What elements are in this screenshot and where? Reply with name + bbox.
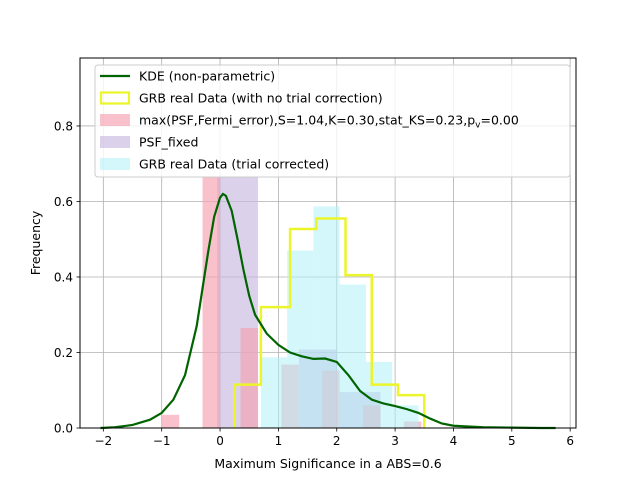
y-tick-label: 0.6 xyxy=(54,195,73,209)
bar-series-4 xyxy=(260,357,288,428)
bar-series-4 xyxy=(313,206,340,428)
histogram-bars xyxy=(161,176,422,428)
legend-label-text: GRB real Data (with no trial correction) xyxy=(139,91,383,106)
x-tick-label: 3 xyxy=(391,434,399,448)
bar-series-4 xyxy=(365,361,393,428)
legend-swatch-bars xyxy=(100,114,130,126)
x-tick-label: 1 xyxy=(275,434,283,448)
plot-frame xyxy=(79,57,577,429)
series-lines xyxy=(100,192,556,430)
x-axis-label: Maximum Significance in a ABS=0.6 xyxy=(214,456,441,471)
legend-label-2: max(PSF,Fermi_error),S=1.04,K=0.30,stat_… xyxy=(139,113,519,131)
y-axis-ticks: 0.0 0.2 0.4 0.6 0.8 xyxy=(54,119,80,435)
legend-label-subscript: v xyxy=(475,121,481,131)
bar-series-2 xyxy=(240,327,258,428)
legend: KDE (non-parametric) GRB real Data (with … xyxy=(94,64,571,178)
x-tick-label: 6 xyxy=(566,434,574,448)
legend-label-text: max(PSF,Fermi_error),S=1.04,K=0.30,stat_… xyxy=(139,113,475,128)
legend-label-4: GRB real Data (trial corrected) xyxy=(139,157,329,172)
y-tick-label: 0.4 xyxy=(54,270,73,284)
legend-label-1: GRB real Data (with no trial correction) xyxy=(139,91,383,106)
x-tick-label: 0 xyxy=(216,434,224,448)
x-tick-label: 5 xyxy=(508,434,516,448)
x-tick-label: −2 xyxy=(94,434,112,448)
legend-swatch-step xyxy=(99,91,131,105)
y-axis-label: Frequency xyxy=(28,210,43,275)
y-tick-label: 0.8 xyxy=(54,119,73,133)
y-tick-label: 0.2 xyxy=(54,346,73,360)
y-tick-label: 0.0 xyxy=(54,421,73,435)
x-tick-label: −1 xyxy=(153,434,171,448)
bar-series-2 xyxy=(161,414,180,428)
bar-series-2 xyxy=(202,176,221,428)
legend-label-text: GRB real Data (trial corrected) xyxy=(139,157,329,172)
legend-label-text: PSF_fixed xyxy=(139,135,198,150)
legend-swatch-bars xyxy=(100,136,130,148)
legend-label-0: KDE (non-parametric) xyxy=(139,69,275,84)
legend-label-3: PSF_fixed xyxy=(139,135,198,150)
legend-box xyxy=(94,64,571,178)
legend-label-tail: =0.00 xyxy=(480,113,518,128)
legend-swatch-bars xyxy=(100,158,130,170)
legend-label-text: KDE (non-parametric) xyxy=(139,69,275,84)
bar-series-4 xyxy=(287,250,314,428)
kde-line xyxy=(100,192,556,430)
step-outline-no-trial-correction xyxy=(233,217,426,428)
x-axis-ticks: −2 −1 0 1 2 3 4 5 6 xyxy=(94,428,574,448)
x-tick-label: 4 xyxy=(450,434,458,448)
x-tick-label: 2 xyxy=(333,434,341,448)
bar-series-4 xyxy=(339,284,366,428)
